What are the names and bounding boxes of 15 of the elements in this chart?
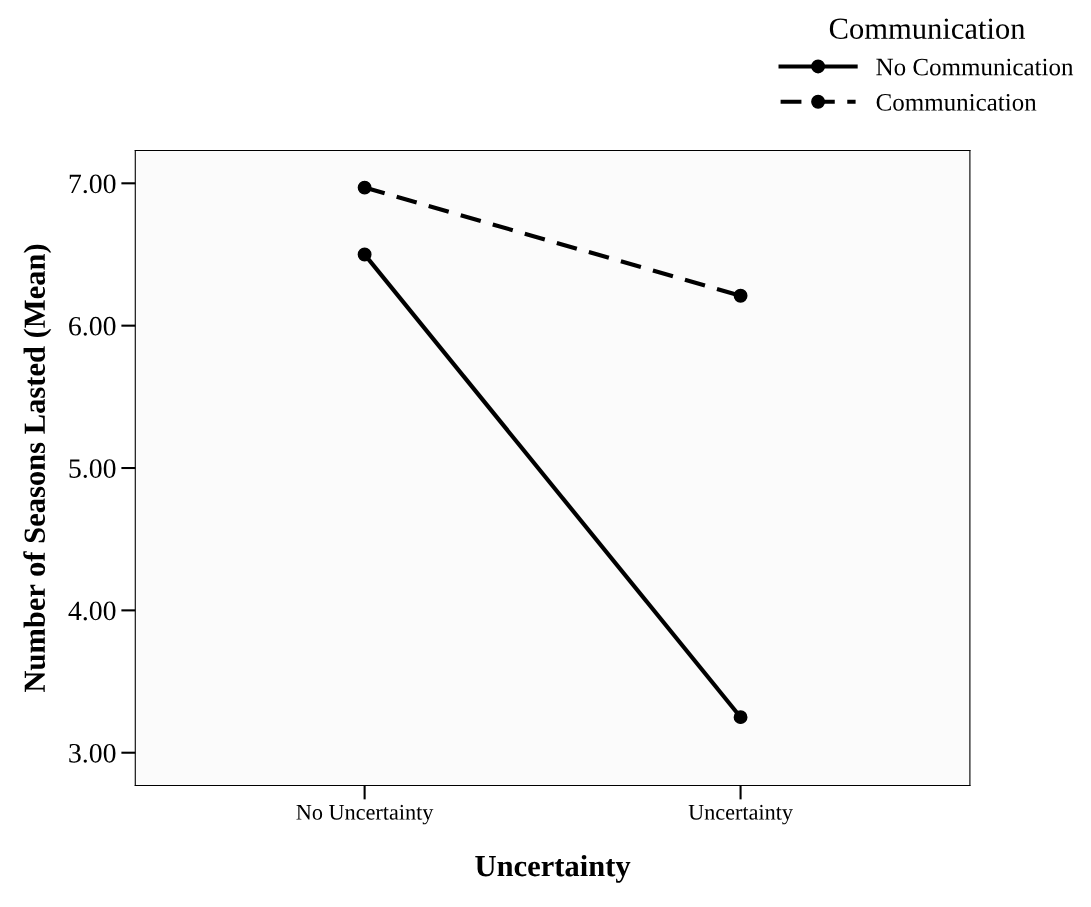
legend-label: Communication: [876, 93, 1037, 111]
y-tick-label: 5.00: [69, 459, 116, 479]
y-tick-label: 3.00: [69, 743, 116, 763]
y-tick-label: 7.00: [69, 174, 116, 194]
point: [733, 710, 748, 725]
x-axis-title: Uncertainty: [475, 854, 631, 883]
x-tick-label: No Uncertainty: [296, 804, 434, 825]
point: [357, 180, 372, 195]
legend-title: Communication: [829, 18, 1026, 39]
point: [733, 288, 748, 303]
y-tick-label: 6.00: [69, 316, 116, 336]
y-axis-title: Number of Seasons Lasted (Mean): [23, 244, 52, 693]
y-tick-label: 4.00: [68, 601, 116, 621]
point: [357, 247, 372, 262]
legend-label: No Communication: [876, 58, 1074, 76]
